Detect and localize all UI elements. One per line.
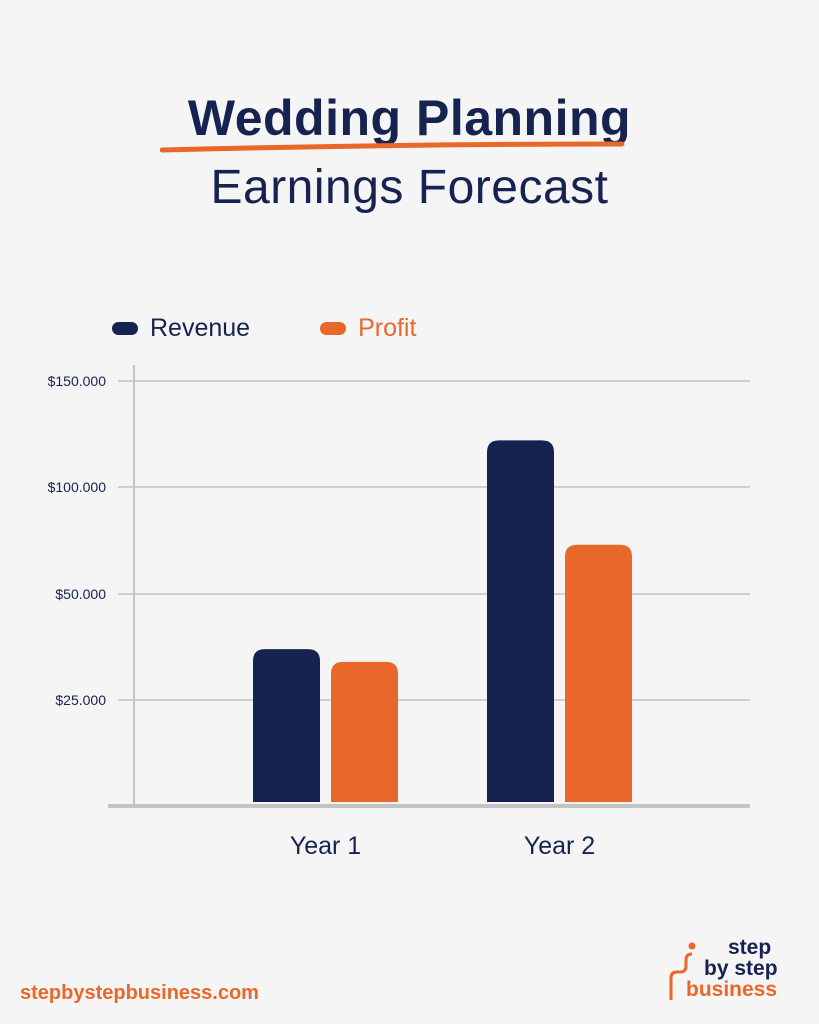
legend-label-profit: Profit bbox=[358, 314, 417, 342]
logo-text-step: step bbox=[728, 936, 772, 959]
logo-text-business: business bbox=[686, 978, 778, 1001]
title-line-1: Wedding Planning bbox=[187, 90, 632, 146]
legend-swatch-revenue bbox=[112, 322, 138, 335]
x-tick-label: Year 2 bbox=[524, 832, 595, 860]
legend-item-revenue: Revenue bbox=[112, 314, 250, 343]
footer-url[interactable]: stepbystepbusiness.com bbox=[20, 982, 259, 1004]
y-tick-label: $25.000 bbox=[55, 692, 106, 708]
title-underline bbox=[160, 141, 625, 153]
bar-revenue-year-1 bbox=[253, 649, 320, 802]
logo-step-icon bbox=[669, 942, 696, 1000]
y-tick-label: $100.000 bbox=[48, 479, 107, 495]
y-tick-label: $150.000 bbox=[48, 373, 107, 389]
chart-legend: Revenue Profit bbox=[112, 314, 416, 343]
chart-title: Wedding Planning Earnings Forecast bbox=[0, 88, 819, 218]
logo-text-by-step: by step bbox=[704, 957, 778, 980]
y-tick-label: $50.000 bbox=[55, 586, 106, 602]
legend-label-revenue: Revenue bbox=[150, 314, 251, 342]
x-tick-label: Year 1 bbox=[290, 832, 361, 860]
bar-profit-year-2 bbox=[565, 544, 632, 802]
brand-logo: step by step business bbox=[668, 936, 798, 1004]
bar-profit-year-1 bbox=[331, 661, 398, 802]
legend-swatch-profit bbox=[320, 322, 347, 335]
legend-item-profit: Profit bbox=[320, 314, 416, 343]
bar-chart: $25.000 $50.000 $100.000 $150.000 Year 1 Year… bbox=[48, 365, 750, 860]
title-line-2: Earnings Forecast bbox=[210, 161, 609, 214]
bar-revenue-year-2 bbox=[487, 440, 554, 802]
